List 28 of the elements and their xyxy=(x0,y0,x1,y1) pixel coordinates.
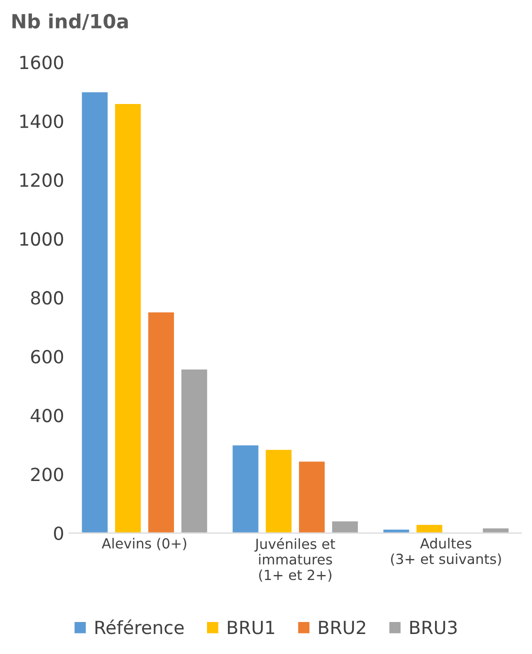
bar xyxy=(415,523,444,534)
bar xyxy=(481,527,510,534)
y-tick-label: 1200 xyxy=(20,173,64,187)
bar xyxy=(298,460,326,534)
x-tick-label: Juvéniles et immatures (1+ et 2+) xyxy=(254,538,336,582)
legend-label: BRU3 xyxy=(410,620,457,634)
bar xyxy=(180,368,209,534)
bar xyxy=(146,311,176,534)
bar xyxy=(264,448,293,534)
legend-label: BRU1 xyxy=(228,620,274,634)
y-tick-label: 600 xyxy=(31,350,64,364)
bar xyxy=(382,528,411,534)
x-tick-label: Adultes (3+ et suivants) xyxy=(391,538,501,566)
y-tick-label: 400 xyxy=(30,408,64,422)
y-tick-label: 1600 xyxy=(20,56,64,70)
legend-label: Référence xyxy=(96,620,184,634)
x-tick-label: Alevins (0+) xyxy=(102,538,186,550)
y-tick-label: 0 xyxy=(54,526,64,540)
y-tick-label: 800 xyxy=(31,291,64,305)
legend-label: BRU2 xyxy=(319,620,366,634)
chart-title: Nb ind/10a xyxy=(12,13,128,30)
bar xyxy=(114,102,142,534)
y-tick-label: 1400 xyxy=(20,114,64,128)
y-tick-label: 200 xyxy=(31,468,64,482)
bar xyxy=(330,520,360,534)
y-tick-label: 1000 xyxy=(20,232,64,246)
bar xyxy=(80,90,110,534)
bar xyxy=(231,444,260,534)
